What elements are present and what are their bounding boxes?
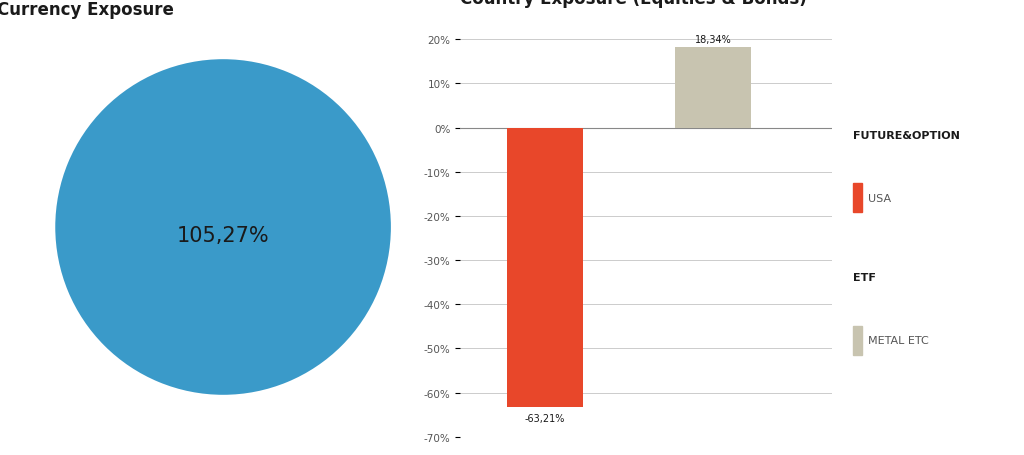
Text: USA: USA bbox=[868, 193, 892, 203]
Text: Currency Exposure: Currency Exposure bbox=[0, 1, 173, 20]
Text: 105,27%: 105,27% bbox=[177, 226, 269, 246]
Text: ETF: ETF bbox=[853, 273, 877, 283]
Wedge shape bbox=[55, 60, 391, 395]
FancyBboxPatch shape bbox=[853, 183, 862, 213]
Text: FUTURE&OPTION: FUTURE&OPTION bbox=[853, 131, 961, 141]
Text: 18,34%: 18,34% bbox=[695, 35, 732, 46]
Text: Country Exposure (Equities & Bonds): Country Exposure (Equities & Bonds) bbox=[461, 0, 807, 8]
Bar bbox=[507, 128, 583, 407]
Text: -63,21%: -63,21% bbox=[524, 414, 565, 424]
FancyBboxPatch shape bbox=[853, 326, 862, 355]
Bar bbox=[676, 47, 752, 128]
Text: METAL ETC: METAL ETC bbox=[868, 335, 929, 345]
